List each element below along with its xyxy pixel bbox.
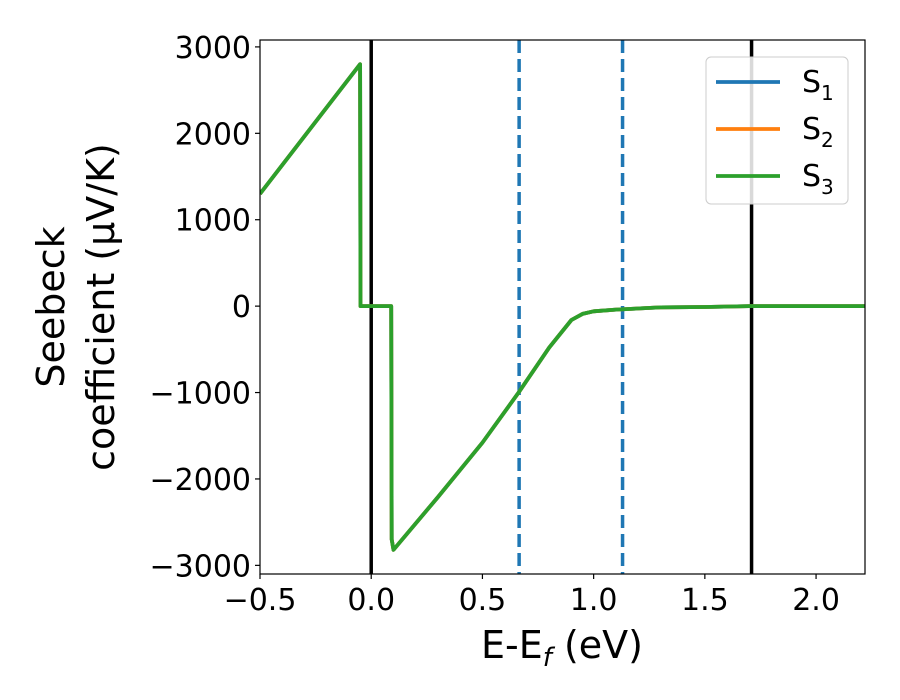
plot-frame	[259, 39, 866, 575]
y-tick-label: −3000	[150, 549, 251, 584]
x-tick-label: 0.0	[347, 583, 395, 618]
y-tick-label: 2000	[175, 117, 251, 152]
x-axis-label: E-Ef (eV)	[481, 623, 643, 673]
x-axis-ticks: −0.5 0.0 0.5 1.0 1.5 2.0	[224, 574, 840, 618]
y-axis-label-line1: Seebeck	[29, 226, 73, 387]
x-tick-label: −0.5	[224, 583, 297, 618]
x-tick-label: 0.5	[459, 583, 507, 618]
legend: S1 S2 S3	[705, 56, 849, 205]
legend-label-1: S1	[802, 65, 834, 105]
x-tick-label: 1.0	[570, 583, 618, 618]
series-line-3	[260, 62, 865, 552]
y-axis-ticks: −3000 −2000 −1000 0 1000 2000 3000	[150, 31, 260, 584]
y-tick-label: 1000	[175, 204, 251, 239]
y-tick-label: −1000	[150, 377, 251, 412]
x-tick-label: 2.0	[792, 583, 840, 618]
y-axis-label-line2: coefficient (μV/K)	[79, 143, 123, 471]
y-tick-label: 0	[232, 290, 251, 325]
y-tick-label: −2000	[150, 463, 251, 498]
y-axis-label: Seebeck coefficient (μV/K)	[29, 143, 123, 471]
y-tick-label: 3000	[175, 31, 251, 66]
legend-label-2: S2	[802, 112, 834, 152]
data-series	[260, 62, 865, 552]
legend-label-3: S3	[802, 159, 834, 199]
x-tick-label: 1.5	[681, 583, 729, 618]
